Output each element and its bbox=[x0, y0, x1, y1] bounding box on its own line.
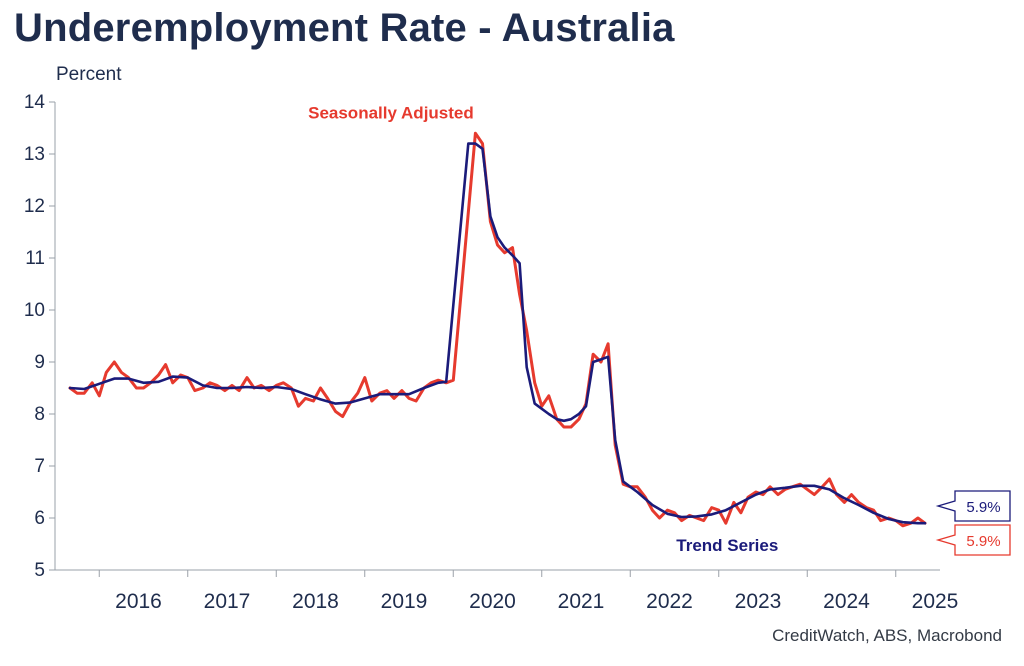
x-tick-label: 2020 bbox=[469, 590, 516, 613]
y-axis-unit-label: Percent bbox=[56, 64, 122, 85]
source-credit: CreditWatch, ABS, Macrobond bbox=[772, 626, 1002, 645]
y-tick-label: 14 bbox=[24, 92, 46, 113]
x-tick-label: 2017 bbox=[204, 590, 251, 613]
x-tick-label: 2019 bbox=[381, 590, 428, 613]
trend-series-line bbox=[68, 142, 927, 525]
x-tick-label: 2023 bbox=[735, 590, 782, 613]
y-tick-label: 13 bbox=[24, 144, 45, 165]
trend-series-annotation: Trend Series bbox=[676, 536, 778, 555]
x-tick-label: 2021 bbox=[558, 590, 605, 613]
seasonally-adjusted-end-value-flag-label: 5.9% bbox=[966, 533, 1000, 550]
y-tick-label: 9 bbox=[34, 352, 45, 373]
seasonally-adjusted-annotation: Seasonally Adjusted bbox=[308, 104, 474, 123]
axes-group: 5 6 7 8 9 10 11 12 13 14 2016 2017 2018 2019 2020 2021 2… bbox=[24, 92, 959, 613]
x-tick-label: 2016 bbox=[115, 590, 162, 613]
x-tick-label: 2022 bbox=[646, 590, 693, 613]
series-group bbox=[68, 131, 927, 528]
seasonally-adjusted-line bbox=[68, 131, 927, 528]
y-tick-label: 12 bbox=[24, 196, 45, 217]
y-tick-label: 7 bbox=[34, 456, 45, 477]
x-tick-label: 2018 bbox=[292, 590, 339, 613]
seasonally-adjusted-end-value-flag-box bbox=[935, 524, 1011, 556]
trend-end-value-flag-box bbox=[935, 490, 1011, 522]
y-tick-label: 6 bbox=[34, 508, 45, 529]
y-tick-label: 5 bbox=[34, 560, 45, 581]
x-tick-label: 2025 bbox=[912, 590, 959, 613]
x-tick-label: 2024 bbox=[823, 590, 870, 613]
y-tick-label: 10 bbox=[24, 300, 45, 321]
y-tick-label: 8 bbox=[34, 404, 45, 425]
end-value-flags: 5.9% 5.9% bbox=[935, 490, 1011, 556]
chart-title: Underemployment Rate - Australia bbox=[14, 6, 675, 50]
annotations-group: Seasonally Adjusted Trend Series bbox=[308, 104, 778, 555]
y-tick-label: 11 bbox=[25, 248, 45, 269]
trend-end-value-flag-label: 5.9% bbox=[966, 499, 1000, 516]
